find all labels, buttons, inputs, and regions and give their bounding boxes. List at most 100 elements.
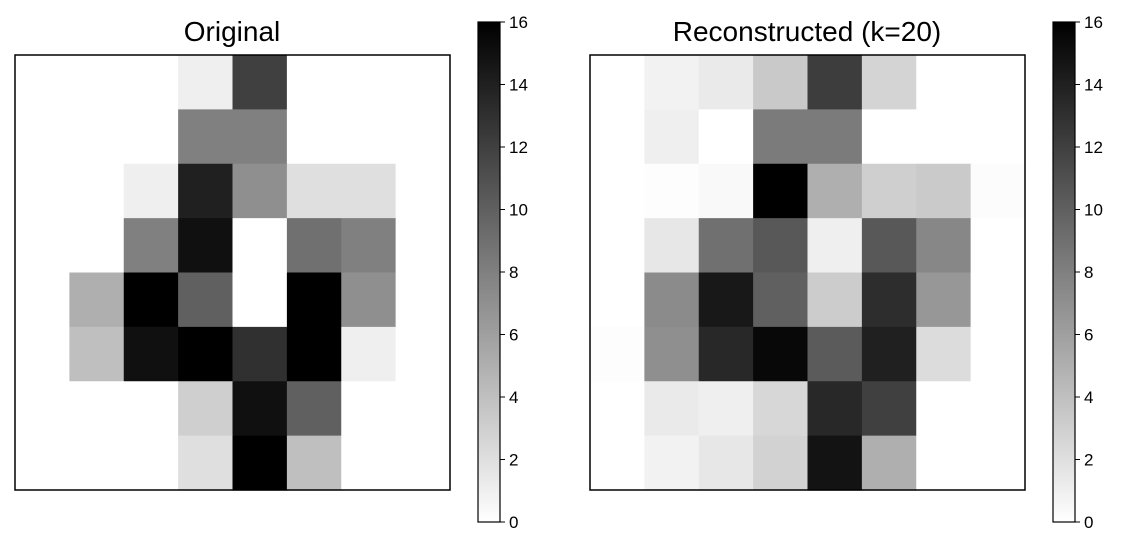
heatmap-cell (15, 435, 70, 491)
heatmap-cell (644, 55, 700, 110)
colorbar-tick-label: 4 (1084, 388, 1093, 407)
heatmap-cell (807, 272, 863, 328)
colorbar-tick-label: 12 (509, 138, 528, 157)
heatmap-cell (341, 272, 397, 328)
heatmap-cell (753, 435, 809, 491)
heatmap-cell (753, 381, 809, 437)
heatmap-cell (232, 218, 288, 274)
heatmap-cell (970, 163, 1026, 219)
heatmap-cell (286, 326, 342, 382)
heatmap-cell (341, 218, 397, 274)
colorbar-tick-label: 12 (1084, 138, 1103, 157)
heatmap-cell (341, 326, 397, 382)
heatmap-cell (590, 218, 645, 274)
colorbar-reconstructed: 0 2 4 6 8 10 12 14 16 (1052, 13, 1103, 532)
heatmap-cell (644, 272, 700, 328)
heatmap-cell (123, 55, 179, 110)
heatmap-cell (698, 109, 754, 165)
heatmap-cell (970, 218, 1026, 274)
heatmap-cell (15, 163, 70, 219)
heatmap-cell (644, 326, 700, 382)
colorbar-gradient (1052, 21, 1076, 523)
heatmap-cell (590, 326, 645, 382)
heatmap-cell (970, 381, 1026, 437)
plot-frame (589, 54, 1026, 491)
chart-title: Original (184, 16, 280, 47)
heatmap-cell (69, 381, 125, 437)
heatmap-cell (123, 435, 179, 491)
heatmap-cell (861, 55, 917, 110)
heatmap-cell (395, 326, 451, 382)
heatmap-cell (753, 218, 809, 274)
heatmap-cell (232, 272, 288, 328)
colorbar-tick-label: 16 (509, 13, 528, 32)
heatmap-cell (698, 381, 754, 437)
heatmap-cell (395, 218, 451, 274)
colorbar-tick-label: 6 (509, 326, 518, 345)
heatmap-cell (644, 218, 700, 274)
heatmap-cell (916, 218, 972, 274)
colorbar-tick-label: 6 (1084, 326, 1093, 345)
chart-title: Reconstructed (k=20) (673, 16, 941, 47)
heatmap-cell (698, 163, 754, 219)
heatmap-cell (807, 218, 863, 274)
heatmap-cell (590, 55, 645, 110)
heatmap-cell (807, 326, 863, 382)
heatmap-cell (753, 109, 809, 165)
heatmap-cell (232, 55, 288, 110)
heatmap-cell (341, 163, 397, 219)
heatmap-cell (970, 326, 1026, 382)
heatmap-cell (970, 272, 1026, 328)
colorbar-gradient (477, 21, 501, 523)
heatmap-cell (232, 163, 288, 219)
heatmap-cell (916, 381, 972, 437)
heatmap-cell (861, 163, 917, 219)
heatmap-cell (807, 109, 863, 165)
colorbar-tick-label: 10 (1084, 201, 1103, 220)
colorbar-tick-label: 2 (509, 451, 518, 470)
heatmap-cell (15, 218, 70, 274)
heatmap-cell (807, 163, 863, 219)
colorbar-tick-label: 2 (1084, 451, 1093, 470)
heatmap-cell (286, 435, 342, 491)
heatmap-cell (69, 218, 125, 274)
heatmap-cell (286, 272, 342, 328)
heatmap-cell (178, 109, 234, 165)
colorbar-original: 0 2 4 6 8 10 12 14 16 (477, 13, 528, 532)
heatmap-cell (970, 435, 1026, 491)
colorbar-tick-label: 16 (1084, 13, 1103, 32)
heatmap-cell (15, 109, 70, 165)
heatmap-cell (123, 326, 179, 382)
colorbar-tick-label: 14 (1084, 76, 1103, 95)
colorbar-tick-label: 4 (509, 388, 518, 407)
heatmap-cell (395, 272, 451, 328)
heatmap-cell (69, 272, 125, 328)
heatmap-cell (916, 435, 972, 491)
heatmap-cell (644, 435, 700, 491)
heatmap-cell (861, 435, 917, 491)
heatmap-cell (590, 163, 645, 219)
heatmap-cell (286, 381, 342, 437)
heatmap-cell (15, 55, 70, 110)
heatmap-cell (123, 272, 179, 328)
heatmap-original (15, 55, 451, 491)
heatmap-cell (395, 109, 451, 165)
heatmap-cell (753, 272, 809, 328)
heatmap-cell (698, 272, 754, 328)
heatmap-cell (916, 55, 972, 110)
heatmap-cell (178, 381, 234, 437)
panel-original: Original 0 2 4 6 8 10 12 14 16 (14, 13, 528, 532)
colorbar-tick-label: 0 (509, 513, 518, 532)
heatmap-cell (644, 381, 700, 437)
heatmap-cell (698, 218, 754, 274)
heatmap-cell (178, 326, 234, 382)
heatmap-cell (69, 326, 125, 382)
heatmap-cell (123, 218, 179, 274)
colorbar-tick-label: 10 (509, 201, 528, 220)
heatmap-cell (590, 381, 645, 437)
heatmap-cell (861, 272, 917, 328)
heatmap-cell (861, 326, 917, 382)
heatmap-cell (341, 55, 397, 110)
heatmap-cell (861, 381, 917, 437)
